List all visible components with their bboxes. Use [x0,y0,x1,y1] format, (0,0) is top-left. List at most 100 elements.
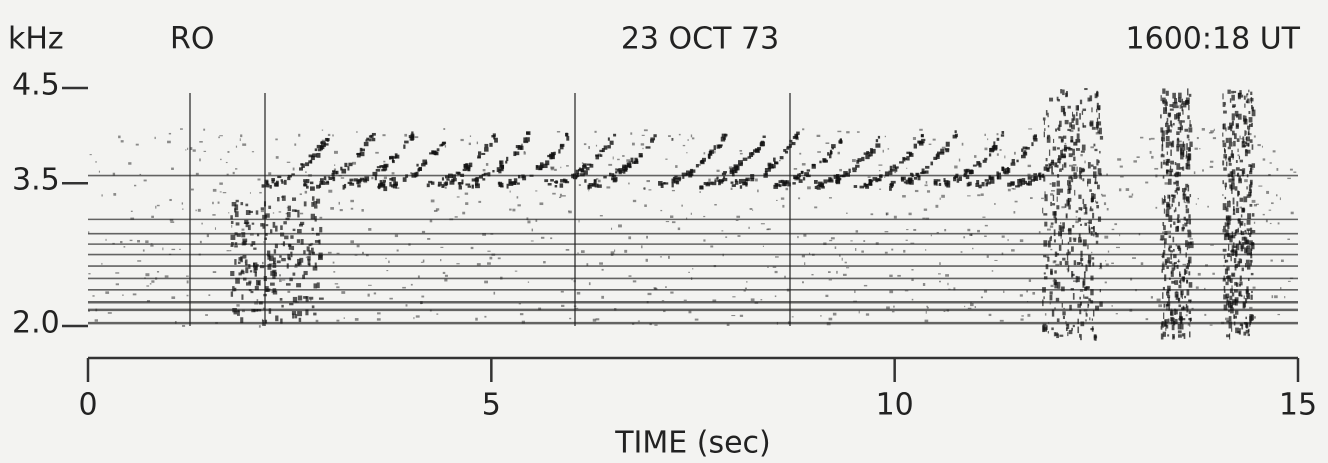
chorus-speck [465,183,471,186]
chorus-speck [681,172,687,177]
burst-speck [1233,321,1236,326]
whistler-speck [279,255,282,258]
burst-speck [1165,214,1169,218]
chorus-speck [857,158,862,162]
noise-speck [517,204,521,207]
burst-speck [1188,271,1191,276]
chorus-speck [1033,176,1037,181]
burst-speck [1170,270,1174,277]
chorus-speck [405,174,409,178]
chorus-speck [382,166,388,171]
noise-speck [1003,290,1005,294]
burst-speck [1176,264,1179,269]
noise-speck [1111,305,1113,307]
chorus-speck [965,175,970,180]
noise-speck [550,167,554,171]
noise-speck [1287,280,1291,282]
noise-speck [186,275,189,277]
noise-speck [1079,288,1084,292]
noise-speck [383,176,387,180]
noise-speck [538,307,542,311]
noise-speck [614,249,616,252]
burst-speck [1166,117,1169,122]
chorus-speck [1007,182,1012,187]
chorus-speck [1010,162,1016,166]
chorus-speck [868,179,872,185]
burst-speck [1085,207,1088,214]
whistler-speck [280,232,285,237]
whistler-speck [319,226,323,233]
chorus-speck [911,173,914,178]
whistler-speck [318,252,323,257]
chorus-speck [785,180,790,184]
noise-speck [1252,286,1256,289]
chorus-speck [978,184,982,189]
chorus-speck [676,180,680,185]
burst-speck [1164,258,1168,266]
chorus-speck [1001,130,1005,134]
noise-speck [775,256,779,258]
noise-speck [129,239,133,242]
noise-speck [1239,135,1241,139]
chorus-speck [587,185,592,189]
noise-speck [586,263,589,266]
chorus-speck [742,182,747,186]
chorus-speck [331,172,335,177]
noise-speck [919,128,923,131]
burst-speck [1225,161,1228,167]
burst-speck [1233,289,1238,293]
noise-speck [512,208,516,212]
noise-speck [1162,231,1165,234]
burst-speck [1088,261,1091,267]
burst-speck [1043,255,1047,258]
whistler-speck [268,205,272,209]
burst-speck [1073,260,1077,266]
burst-speck [1181,294,1183,300]
burst-speck [1237,191,1240,196]
chorus-speck [734,169,738,174]
noise-speck [960,251,963,253]
noise-speck [368,228,372,231]
noise-speck [1020,318,1024,321]
burst-speck [1044,128,1046,131]
whistler-speck [297,311,303,317]
noise-speck [88,310,90,312]
burst-speck [1231,187,1233,194]
whistler-speck [245,282,251,286]
chorus-speck [913,177,918,180]
chorus-speck [946,184,951,188]
burst-speck [1187,147,1191,152]
noise-speck [984,133,986,136]
noise-speck [1065,320,1067,324]
whistler-speck [310,213,315,220]
chorus-speck [1066,146,1071,150]
chorus-speck [868,151,873,157]
burst-speck [1051,166,1053,173]
noise-speck [1117,158,1122,161]
burst-speck [1186,263,1189,268]
whistler-speck [240,270,245,275]
burst-speck [1222,248,1227,252]
noise-speck [608,163,613,166]
noise-speck [550,237,553,240]
noise-speck [1100,193,1103,196]
chorus-speck [577,173,580,178]
noise-speck [686,152,688,154]
chorus-speck [1054,162,1058,168]
burst-speck [1045,110,1048,116]
noise-speck [945,274,950,277]
burst-speck [1054,251,1058,257]
chorus-speck [1021,154,1026,159]
burst-speck [1235,263,1238,269]
chorus-speck [1016,159,1019,163]
chorus-speck [433,150,436,156]
noise-speck [947,282,949,286]
burst-speck [1043,120,1045,125]
noise-speck [599,215,603,217]
burst-speck [1062,315,1066,320]
chorus-speck [865,154,870,160]
noise-speck [120,140,124,143]
chorus-speck [451,178,455,183]
chorus-speck [308,154,314,158]
whistler-speck [307,256,311,261]
